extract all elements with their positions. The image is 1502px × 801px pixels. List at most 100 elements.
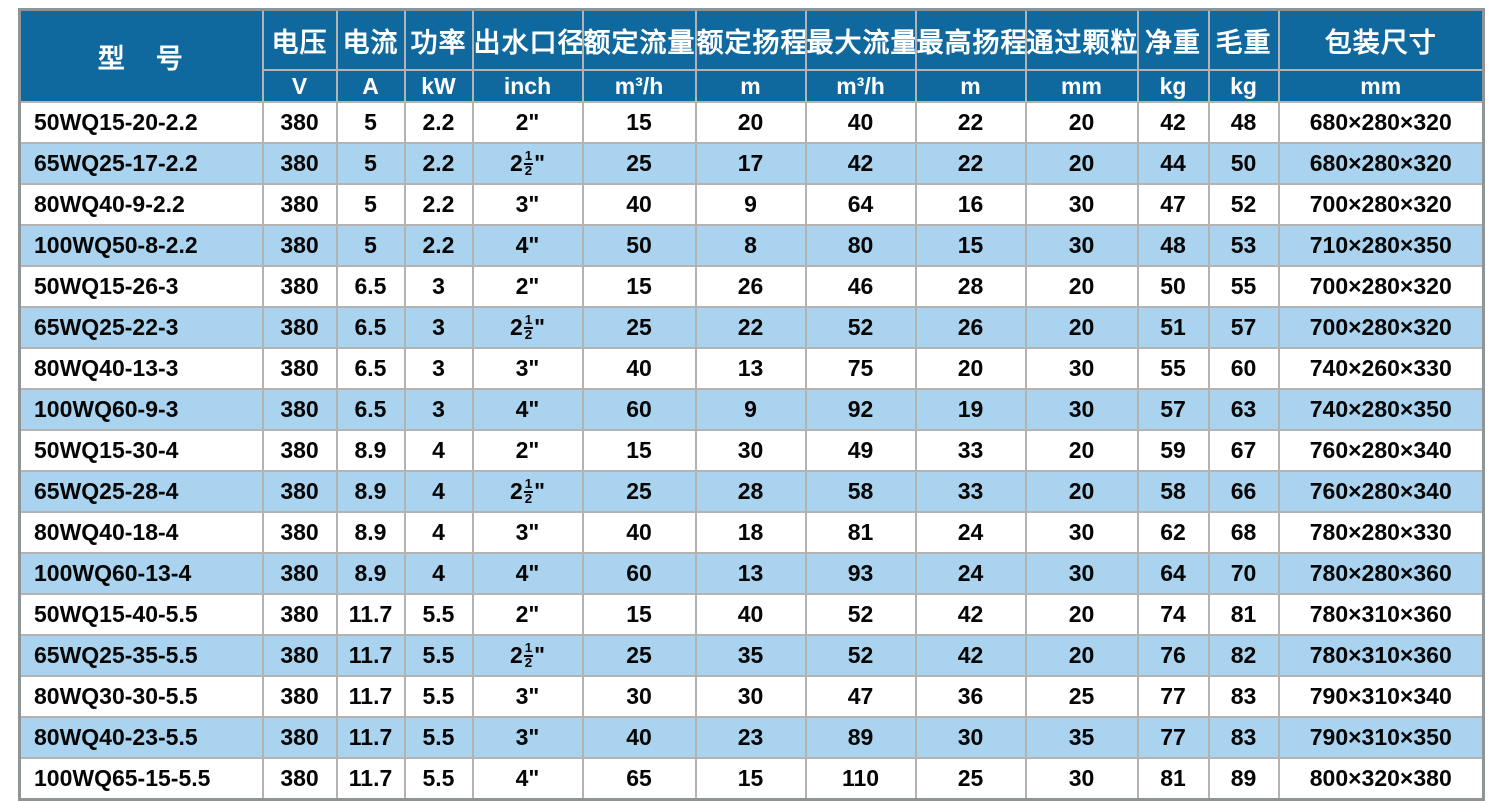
cell-package: 780×310×360: [1277, 593, 1485, 636]
cell-net_weight: 58: [1136, 470, 1210, 513]
cell-max_flow: 52: [804, 306, 917, 349]
cell-rated_flow: 15: [581, 593, 697, 636]
cell-gross_weight: 89: [1207, 757, 1280, 801]
cell-power: 2.2: [403, 224, 474, 267]
cell-particle: 20: [1024, 101, 1139, 144]
cell-power: 5.5: [403, 593, 474, 636]
cell-gross_weight: 68: [1207, 511, 1280, 554]
cell-particle: 20: [1024, 593, 1139, 636]
cell-power: 2.2: [403, 142, 474, 185]
table-row: 65WQ25-28-4 380 8.9 4 2 1 2 " 25 28 58 33 20 58 66 760×…: [18, 470, 1485, 513]
cell-voltage: 380: [261, 470, 338, 513]
cell-current: 11.7: [335, 634, 406, 677]
cell-package: 740×260×330: [1277, 347, 1485, 390]
cell-rated_flow: 30: [581, 675, 697, 718]
cell-rated_head: 30: [694, 429, 807, 472]
cell-net_weight: 76: [1136, 634, 1210, 677]
spec-table-body: 50WQ15-20-2.2 380 5 2.2 2" 15 20 40 22 20 42 48 680×…: [18, 101, 1485, 801]
cell-rated_flow: 40: [581, 183, 697, 226]
cell-net_weight: 64: [1136, 552, 1210, 595]
cell-net_weight: 55: [1136, 347, 1210, 390]
cell-max_flow: 81: [804, 511, 917, 554]
cell-rated_flow: 15: [581, 429, 697, 472]
cell-net_weight: 77: [1136, 716, 1210, 759]
cell-model: 50WQ15-20-2.2: [18, 101, 264, 144]
cell-max_head: 36: [914, 675, 1027, 718]
cell-particle: 20: [1024, 634, 1139, 677]
cell-outlet: 3": [471, 347, 584, 390]
cell-rated_head: 35: [694, 634, 807, 677]
column-header-particle: 通过颗粒: [1024, 8, 1139, 71]
cell-rated_head: 9: [694, 183, 807, 226]
cell-gross_weight: 63: [1207, 388, 1280, 431]
cell-voltage: 380: [261, 511, 338, 554]
cell-max_flow: 49: [804, 429, 917, 472]
cell-gross_weight: 53: [1207, 224, 1280, 267]
cell-current: 11.7: [335, 593, 406, 636]
cell-current: 8.9: [335, 552, 406, 595]
cell-power: 3: [403, 265, 474, 308]
cell-voltage: 380: [261, 593, 338, 636]
cell-net_weight: 50: [1136, 265, 1210, 308]
cell-outlet: 3": [471, 511, 584, 554]
cell-model: 50WQ15-26-3: [18, 265, 264, 308]
column-unit-rated_flow: m³/h: [581, 69, 697, 103]
column-unit-max_flow: m³/h: [804, 69, 917, 103]
cell-rated_head: 30: [694, 675, 807, 718]
column-unit-current: A: [335, 69, 406, 103]
column-unit-particle: mm: [1024, 69, 1139, 103]
cell-model: 100WQ60-13-4: [18, 552, 264, 595]
cell-power: 5.5: [403, 757, 474, 801]
cell-outlet: 2": [471, 101, 584, 144]
column-unit-rated_head: m: [694, 69, 807, 103]
cell-outlet: 4": [471, 552, 584, 595]
column-header-current: 电流: [335, 8, 406, 71]
column-unit-voltage: V: [261, 69, 338, 103]
cell-max_head: 22: [914, 101, 1027, 144]
table-row: 65WQ25-22-3 380 6.5 3 2 1 2 " 25 22 52 26 20 51 57 700×…: [18, 306, 1485, 349]
cell-current: 6.5: [335, 347, 406, 390]
cell-current: 6.5: [335, 388, 406, 431]
cell-max_flow: 75: [804, 347, 917, 390]
cell-particle: 20: [1024, 142, 1139, 185]
column-unit-net_weight: kg: [1136, 69, 1210, 103]
cell-gross_weight: 55: [1207, 265, 1280, 308]
cell-current: 5: [335, 101, 406, 144]
cell-net_weight: 47: [1136, 183, 1210, 226]
cell-voltage: 380: [261, 265, 338, 308]
cell-rated_flow: 50: [581, 224, 697, 267]
cell-rated_flow: 25: [581, 470, 697, 513]
column-header-max_flow: 最大流量: [804, 8, 917, 71]
cell-rated_head: 8: [694, 224, 807, 267]
cell-rated_head: 9: [694, 388, 807, 431]
cell-max_flow: 40: [804, 101, 917, 144]
cell-package: 680×280×320: [1277, 101, 1485, 144]
cell-net_weight: 44: [1136, 142, 1210, 185]
cell-max_flow: 47: [804, 675, 917, 718]
cell-package: 680×280×320: [1277, 142, 1485, 185]
column-unit-package: mm: [1277, 69, 1485, 103]
pump-spec-sheet: 型 号电压 电流 功率 出水口径 额定流量 额定扬程 最大流量 最高扬程 通过颗粒 净重 毛重 包装尺…: [18, 8, 1485, 801]
cell-outlet: 2 1 2 ": [471, 634, 584, 677]
cell-current: 8.9: [335, 511, 406, 554]
cell-power: 2.2: [403, 101, 474, 144]
cell-rated_flow: 25: [581, 142, 697, 185]
cell-rated_flow: 60: [581, 388, 697, 431]
cell-net_weight: 57: [1136, 388, 1210, 431]
cell-rated_flow: 25: [581, 306, 697, 349]
cell-package: 790×310×350: [1277, 716, 1485, 759]
cell-current: 6.5: [335, 306, 406, 349]
cell-max_head: 24: [914, 552, 1027, 595]
cell-model: 80WQ40-9-2.2: [18, 183, 264, 226]
cell-particle: 25: [1024, 675, 1139, 718]
cell-rated_head: 23: [694, 716, 807, 759]
cell-power: 5.5: [403, 675, 474, 718]
cell-outlet: 2 1 2 ": [471, 470, 584, 513]
cell-max_head: 33: [914, 470, 1027, 513]
cell-rated_head: 15: [694, 757, 807, 801]
cell-package: 710×280×350: [1277, 224, 1485, 267]
cell-rated_head: 13: [694, 552, 807, 595]
cell-rated_flow: 40: [581, 347, 697, 390]
cell-voltage: 380: [261, 675, 338, 718]
